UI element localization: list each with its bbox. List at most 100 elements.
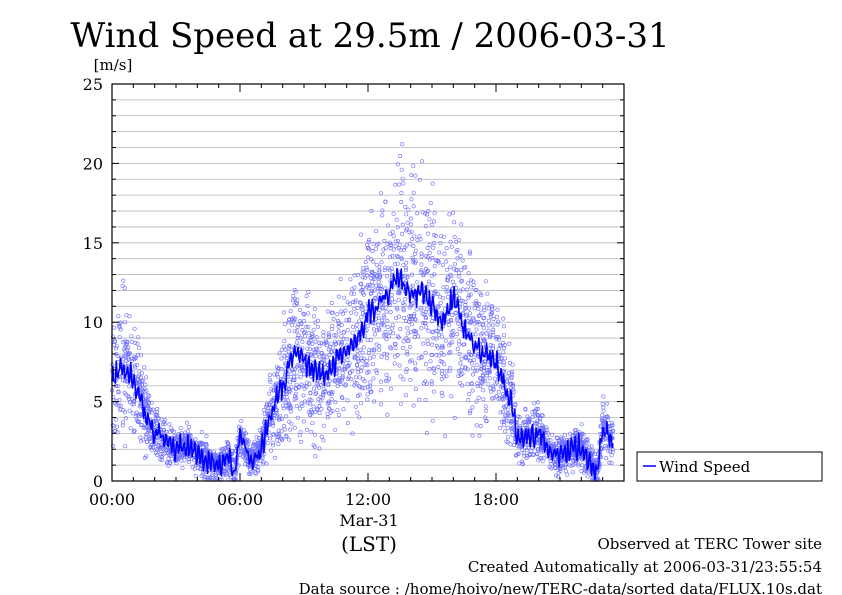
scatter-point xyxy=(327,401,332,406)
scatter-point xyxy=(429,381,434,386)
scatter-point xyxy=(444,246,449,251)
scatter-point xyxy=(359,281,364,286)
scatter-point xyxy=(155,406,160,411)
scatter-point xyxy=(313,454,318,459)
scatter-point xyxy=(354,311,359,316)
scatter-point xyxy=(505,425,510,430)
scatter-point xyxy=(339,334,344,339)
scatter-point xyxy=(535,419,540,424)
scatter-point xyxy=(507,341,512,346)
scatter-point xyxy=(377,276,382,281)
scatter-point xyxy=(392,262,397,267)
scatter-point xyxy=(501,324,506,329)
scatter-point xyxy=(425,255,430,260)
scatter-point xyxy=(345,357,350,362)
scatter-point xyxy=(486,306,491,311)
scatter-point xyxy=(447,343,452,348)
scatter-point xyxy=(432,370,437,375)
scatter-point xyxy=(429,352,434,357)
scatter-point xyxy=(494,394,499,399)
scatter-point xyxy=(413,259,418,264)
scatter-point xyxy=(135,362,140,367)
scatter-point xyxy=(442,251,447,256)
scatter-point xyxy=(404,260,409,265)
scatter-point xyxy=(380,252,385,257)
scatter-point xyxy=(352,291,357,296)
scatter-point xyxy=(490,323,495,328)
scatter-point xyxy=(389,296,394,301)
scatter-point xyxy=(126,351,131,356)
scatter-point xyxy=(334,333,339,338)
scatter-point xyxy=(412,252,417,257)
scatter-point xyxy=(306,340,311,345)
scatter-point xyxy=(506,435,511,440)
footer-source: Data source : /home/hoivo/new/TERC-data/… xyxy=(298,580,822,595)
scatter-point xyxy=(361,270,366,275)
scatter-point xyxy=(368,338,373,343)
scatter-point xyxy=(489,389,494,394)
scatter-point xyxy=(460,383,465,388)
scatter-point xyxy=(430,319,435,324)
scatter-point xyxy=(460,365,465,370)
scatter-point xyxy=(509,371,514,376)
scatter-point xyxy=(444,259,449,264)
scatter-point xyxy=(469,278,474,283)
scatter-point xyxy=(312,432,317,437)
scatter-point xyxy=(509,419,514,424)
scatter-point xyxy=(287,403,292,408)
scatter-point xyxy=(153,417,158,422)
scatter-point xyxy=(408,216,413,221)
scatter-point xyxy=(542,437,547,442)
scatter-point xyxy=(158,443,163,448)
scatter-point xyxy=(319,434,324,439)
scatter-point xyxy=(365,284,370,289)
scatter-point xyxy=(372,321,377,326)
scatter-point xyxy=(507,419,512,424)
scatter-point xyxy=(271,432,276,437)
scatter-point xyxy=(463,313,468,318)
scatter-point xyxy=(271,388,276,393)
scatter-point xyxy=(388,310,393,315)
scatter-point xyxy=(193,437,198,442)
scatter-point xyxy=(392,361,397,366)
scatter-point xyxy=(540,423,545,428)
scatter-point xyxy=(212,450,217,455)
scatter-point xyxy=(405,326,410,331)
scatter-point xyxy=(485,291,490,296)
scatter-point xyxy=(316,397,321,402)
scatter-point xyxy=(467,249,472,254)
scatter-point xyxy=(448,366,453,371)
scatter-point xyxy=(476,313,481,318)
scatter-point xyxy=(482,315,487,320)
scatter-point xyxy=(381,313,386,318)
scatter-point xyxy=(356,370,361,375)
scatter-point xyxy=(305,351,310,356)
scatter-point xyxy=(449,330,454,335)
scatter-point xyxy=(248,470,253,475)
scatter-point xyxy=(329,392,334,397)
scatter-point xyxy=(314,407,319,412)
scatter-point xyxy=(419,159,424,164)
scatter-point xyxy=(415,280,420,285)
scatter-point xyxy=(516,451,521,456)
scatter-point xyxy=(440,359,445,364)
scatter-point xyxy=(377,347,382,352)
scatter-point xyxy=(510,382,515,387)
scatter-point xyxy=(517,424,522,429)
scatter-point xyxy=(136,373,141,378)
scatter-point xyxy=(457,327,462,332)
scatter-point xyxy=(419,326,424,331)
scatter-point xyxy=(292,370,297,375)
scatter-point xyxy=(601,405,606,410)
scatter-point xyxy=(466,398,471,403)
scatter-point xyxy=(371,376,376,381)
scatter-point xyxy=(457,339,462,344)
scatter-point xyxy=(256,464,261,469)
scatter-point xyxy=(324,343,329,348)
scatter-point xyxy=(327,335,332,340)
scatter-point xyxy=(349,291,354,296)
scatter-point xyxy=(116,314,121,319)
scatter-point xyxy=(427,250,432,255)
scatter-point xyxy=(341,407,346,412)
scatter-point xyxy=(306,410,311,415)
